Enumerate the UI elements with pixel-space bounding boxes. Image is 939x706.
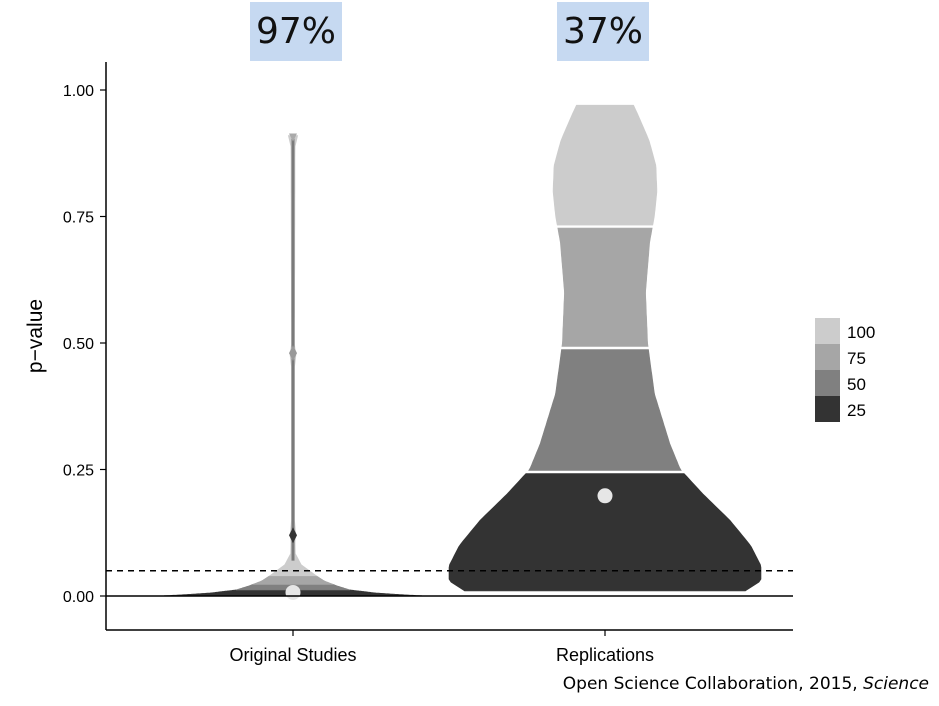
percentage-badge-original: 97% bbox=[250, 2, 342, 61]
violin-top-original-studies bbox=[289, 133, 297, 142]
y-tick-label: 0.25 bbox=[63, 463, 94, 480]
y-tick-label: 0.50 bbox=[63, 336, 94, 353]
citation-journal: Science bbox=[863, 674, 929, 694]
legend-key bbox=[815, 318, 840, 344]
violin-band-replications-q3 bbox=[557, 227, 653, 347]
mean-point-original-studies bbox=[285, 584, 301, 600]
legend-key bbox=[815, 370, 840, 396]
y-tick-label: 0.75 bbox=[63, 210, 94, 227]
x-tick-label: Original Studies bbox=[229, 645, 356, 665]
legend-label: 75 bbox=[847, 349, 866, 368]
citation-text: Open Science Collaboration, 2015, bbox=[562, 674, 864, 694]
violin-band-replications-q1 bbox=[448, 473, 762, 592]
legend-label: 100 bbox=[847, 323, 875, 342]
violin-bulge-original-studies bbox=[289, 345, 297, 362]
legend-key bbox=[815, 396, 840, 422]
percentage-badge-replications: 37% bbox=[557, 2, 649, 61]
violin-band-original-studies-q3 bbox=[252, 575, 334, 585]
y-tick-label: 0.00 bbox=[63, 589, 94, 606]
violin-band-replications-q2 bbox=[528, 349, 682, 471]
citation: Open Science Collaboration, 2015, Scienc… bbox=[563, 674, 929, 694]
y-tick-label: 1.00 bbox=[63, 83, 94, 100]
y-axis-label: p−value bbox=[24, 299, 47, 373]
violin-band-replications-q4 bbox=[552, 104, 658, 226]
legend-label: 50 bbox=[847, 375, 866, 394]
violin-bulge-original-studies bbox=[289, 527, 297, 544]
legend-label: 25 bbox=[847, 401, 866, 420]
legend-key bbox=[815, 344, 840, 370]
mean-point-replications bbox=[597, 488, 613, 504]
x-tick-label: Replications bbox=[556, 645, 654, 665]
